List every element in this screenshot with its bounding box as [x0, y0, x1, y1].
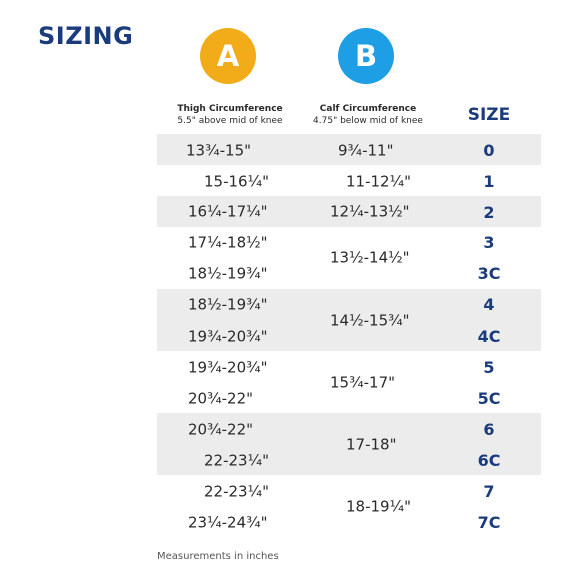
size-cell: 3 [483, 233, 495, 252]
size-cell: 7C [477, 513, 501, 532]
calf-cell: 17-18" [346, 435, 397, 454]
row-band-0 [157, 134, 541, 165]
calf-cell: 13½-14½" [330, 248, 410, 267]
thigh-cell: 13¾-15" [186, 141, 252, 160]
calf-cell: 12¼-13½" [330, 202, 410, 221]
calf-cell: 9¾-11" [338, 141, 394, 160]
thigh-cell: 22-23¼" [204, 451, 270, 470]
size-cell: 3C [477, 264, 501, 283]
calf-cell: 18-19¼" [346, 497, 412, 516]
calf-header-title: Calf Circumference [319, 104, 417, 114]
size-cell: 5C [477, 389, 501, 408]
calf-cell: 11-12¼" [346, 172, 412, 191]
thigh-cell: 22-23¼" [204, 482, 270, 501]
thigh-cell: 19¾-20¾" [188, 358, 268, 377]
thigh-cell: 23¼-24¾" [188, 513, 268, 532]
size-cell: 6C [477, 451, 501, 470]
thigh-cell: 16¼-17¼" [188, 202, 268, 221]
size-header: SIZE [467, 105, 511, 125]
calf-header-subtitle: 4.75" below mid of knee [313, 116, 423, 126]
row-band-2 [157, 196, 541, 227]
thigh-cell: 15-16¼" [204, 172, 270, 191]
size-cell: 2 [483, 203, 495, 222]
thigh-cell: 18½-19¾" [188, 264, 268, 283]
thigh-header-subtitle: 5.5" above mid of knee [177, 116, 283, 126]
thigh-cell: 20¾-22" [188, 420, 254, 439]
calf-cell: 14½-15¾" [330, 311, 410, 330]
size-cell: 7 [483, 482, 495, 501]
thigh-header: Thigh Circumference 5.5" above mid of kn… [166, 103, 294, 127]
size-cell: 6 [483, 420, 495, 439]
badge-b: B [338, 28, 394, 84]
size-cell: 0 [483, 141, 495, 160]
page-title: SIZING [38, 22, 134, 50]
thigh-cell: 17¼-18½" [188, 233, 268, 252]
badge-a: A [200, 28, 256, 84]
thigh-cell: 20¾-22" [188, 389, 254, 408]
size-cell: 4C [477, 327, 501, 346]
footnote: Measurements in inches [157, 551, 279, 562]
row-band-6 [157, 413, 541, 475]
thigh-header-title: Thigh Circumference [177, 104, 283, 114]
calf-cell: 15¾-17" [330, 373, 396, 392]
size-cell: 4 [483, 295, 495, 314]
thigh-cell: 19¾-20¾" [188, 327, 268, 346]
thigh-cell: 18½-19¾" [188, 295, 268, 314]
row-band-4 [157, 289, 541, 351]
size-cell: 1 [483, 172, 495, 191]
calf-header: Calf Circumference 4.75" below mid of kn… [306, 103, 430, 127]
size-cell: 5 [483, 358, 495, 377]
